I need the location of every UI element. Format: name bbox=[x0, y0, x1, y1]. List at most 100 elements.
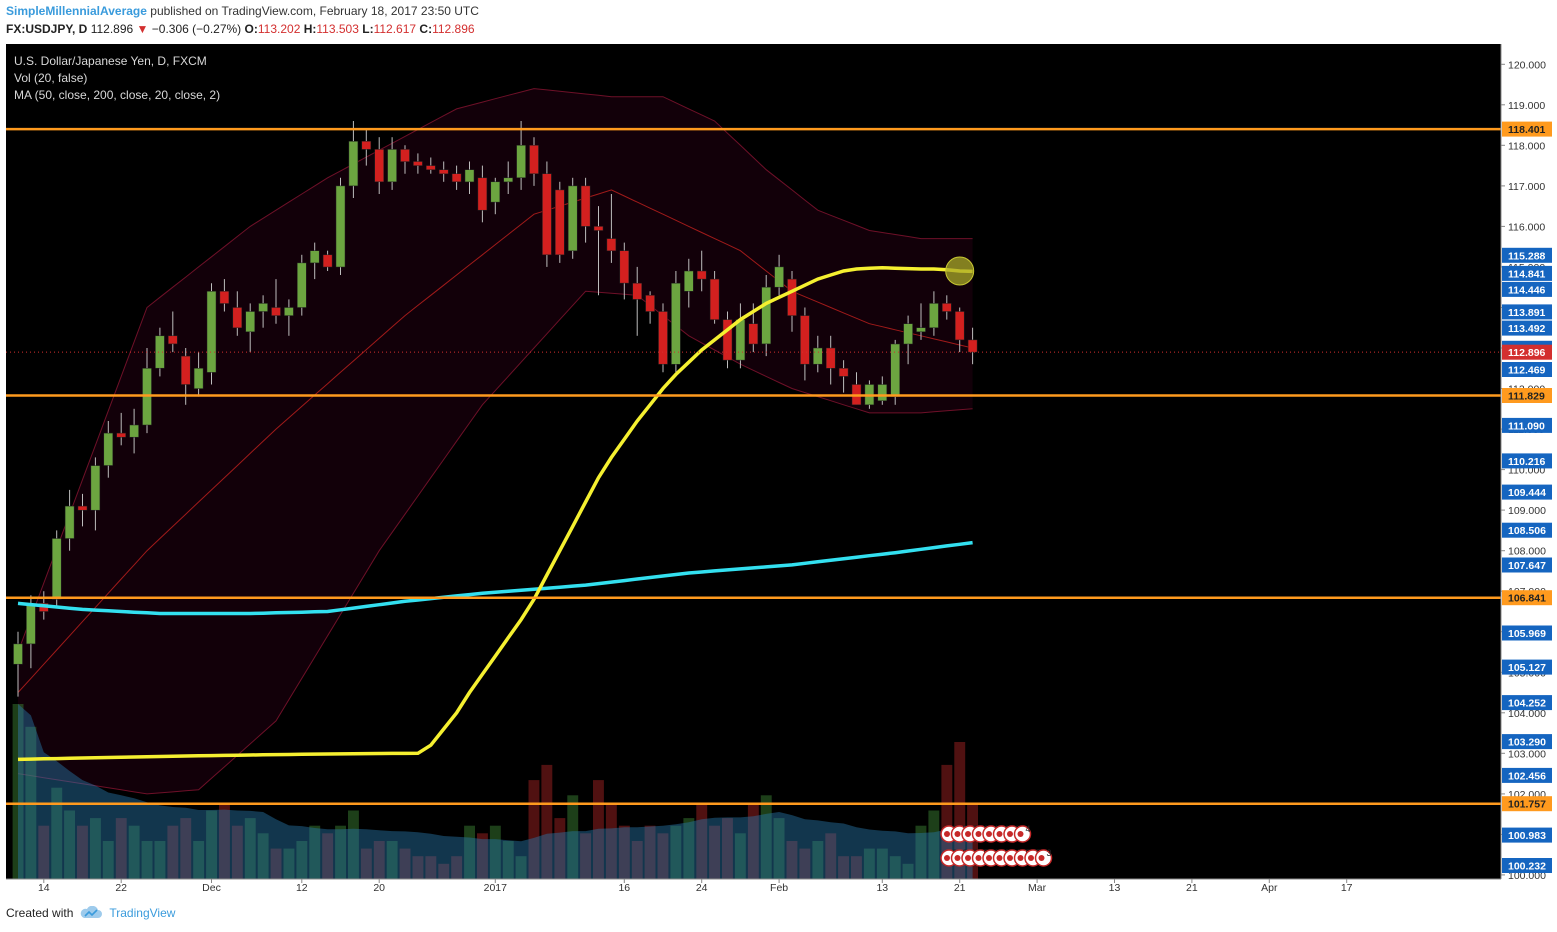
volume-bar bbox=[438, 863, 450, 879]
time-axis[interactable]: 14 22 Dec 12 20 2017 16 24 Feb 13 21 Mar 13 21 Apr 17 bbox=[6, 878, 1501, 894]
price-marker-label: 103.290 bbox=[1508, 737, 1546, 749]
price-marker-label: 104.252 bbox=[1508, 698, 1546, 710]
volume-bar bbox=[554, 818, 566, 879]
price-marker bbox=[1502, 734, 1552, 750]
price-marker bbox=[1502, 625, 1552, 641]
author-link[interactable]: SimpleMillennialAverage bbox=[6, 4, 147, 18]
price-tick-label: 120.000 bbox=[1508, 59, 1546, 71]
candle-body bbox=[413, 161, 423, 166]
event-flag-dot bbox=[996, 855, 1003, 861]
volume-bar bbox=[64, 810, 75, 879]
price-axis[interactable]: 120.000119.000118.000117.000116.000115.0… bbox=[1500, 44, 1552, 882]
candle-body bbox=[51, 538, 62, 600]
candle-body bbox=[309, 250, 320, 264]
price-marker bbox=[1502, 121, 1552, 137]
candle-body bbox=[322, 254, 333, 268]
candle-body bbox=[232, 307, 243, 329]
candle-body bbox=[13, 643, 23, 665]
volume-bar bbox=[786, 841, 798, 879]
volume-bar bbox=[580, 833, 591, 879]
volume-bar bbox=[851, 856, 862, 879]
volume-bar bbox=[348, 810, 359, 879]
tradingview-link[interactable]: TradingView bbox=[109, 906, 176, 920]
price-marker bbox=[1502, 388, 1552, 403]
candle-body bbox=[954, 311, 965, 341]
candle-body bbox=[464, 169, 475, 183]
event-flag-dot bbox=[975, 831, 982, 837]
volume-bar bbox=[889, 856, 901, 879]
candle-body bbox=[168, 335, 178, 345]
time-tick-label: 24 bbox=[696, 882, 708, 894]
price-tick-label: 118.000 bbox=[1508, 140, 1545, 152]
candle-body bbox=[490, 181, 501, 203]
price-marker-label: 100.983 bbox=[1508, 830, 1546, 842]
event-flags[interactable]: 23331011242325224553 bbox=[940, 824, 1053, 867]
tradingview-cloud-icon[interactable] bbox=[79, 906, 103, 920]
candle-body bbox=[619, 250, 630, 284]
volume-bar bbox=[489, 825, 501, 879]
candle-body bbox=[942, 303, 952, 312]
candle-body bbox=[567, 185, 578, 252]
candle-body bbox=[593, 226, 604, 231]
event-flag-dot bbox=[965, 831, 971, 837]
candle-body bbox=[477, 177, 488, 211]
price-marker bbox=[1502, 362, 1552, 377]
volume-bar bbox=[38, 825, 50, 879]
symbol-name: FX:USDJPY, D bbox=[6, 22, 88, 36]
candle-body bbox=[258, 303, 268, 312]
volume-bar bbox=[541, 764, 553, 879]
moving-averages bbox=[17, 265, 973, 762]
legend-volume: Vol (20, false) bbox=[14, 71, 88, 85]
candle-body bbox=[825, 347, 836, 369]
volume-bar bbox=[77, 825, 88, 879]
volume-bar bbox=[231, 825, 243, 879]
volume-bar bbox=[670, 825, 682, 879]
price-marker-label: 111.090 bbox=[1508, 420, 1545, 432]
price-marker bbox=[1502, 265, 1552, 281]
publish-header: SimpleMillennialAverage published on Tra… bbox=[6, 4, 479, 18]
volume-bar bbox=[760, 795, 772, 879]
time-tick-label: 21 bbox=[1186, 882, 1198, 894]
price-marker-label: 113.492 bbox=[1508, 323, 1546, 335]
price-tick-label: 116.000 bbox=[1508, 221, 1545, 233]
time-tick-label: 21 bbox=[954, 882, 966, 894]
volume-bar bbox=[373, 841, 385, 879]
candles bbox=[13, 121, 978, 697]
volume-bar bbox=[412, 856, 424, 879]
event-flag-dot bbox=[1007, 831, 1013, 837]
volume-bar bbox=[941, 764, 953, 879]
volume-bar bbox=[296, 841, 308, 879]
time-tick-label: 22 bbox=[115, 882, 127, 894]
price-marker-label: 100.232 bbox=[1508, 861, 1546, 873]
price-tick-label: 108.000 bbox=[1508, 546, 1546, 558]
volume-bar bbox=[335, 825, 346, 879]
volume-bar bbox=[219, 802, 230, 879]
candle-body bbox=[929, 303, 939, 328]
open-value: 113.202 bbox=[257, 22, 301, 36]
candle-body bbox=[387, 149, 397, 183]
price-tick-label: 104.000 bbox=[1508, 708, 1546, 720]
price-change: −0.306 (−0.27%) bbox=[151, 22, 242, 36]
volume-ma-area bbox=[18, 704, 973, 879]
candle-body bbox=[77, 505, 88, 511]
candle-body bbox=[271, 307, 281, 316]
open-label: O: bbox=[244, 22, 258, 36]
candle-body bbox=[580, 185, 591, 227]
candle-body bbox=[284, 307, 294, 316]
price-marker bbox=[1502, 320, 1552, 336]
price-chart[interactable]: 23331011242325224553 120.000 119.000 118.0… bbox=[0, 40, 1557, 896]
price-marker-label: 111.829 bbox=[1508, 391, 1545, 403]
price-marker bbox=[1502, 304, 1552, 320]
volume-bar bbox=[696, 802, 708, 879]
price-marker-label: 114.446 bbox=[1508, 284, 1546, 296]
price-marker-label: 108.506 bbox=[1508, 525, 1546, 537]
volume-bar bbox=[244, 818, 256, 879]
volume-bar bbox=[773, 818, 785, 879]
candle-body bbox=[219, 291, 230, 304]
event-flag-dot bbox=[975, 855, 982, 861]
price-marker-label: 105.127 bbox=[1508, 662, 1546, 674]
volume-bar bbox=[283, 848, 295, 879]
event-flag-dot bbox=[954, 855, 961, 861]
volume-bar bbox=[167, 825, 179, 879]
time-tick-label: Apr bbox=[1261, 882, 1278, 894]
